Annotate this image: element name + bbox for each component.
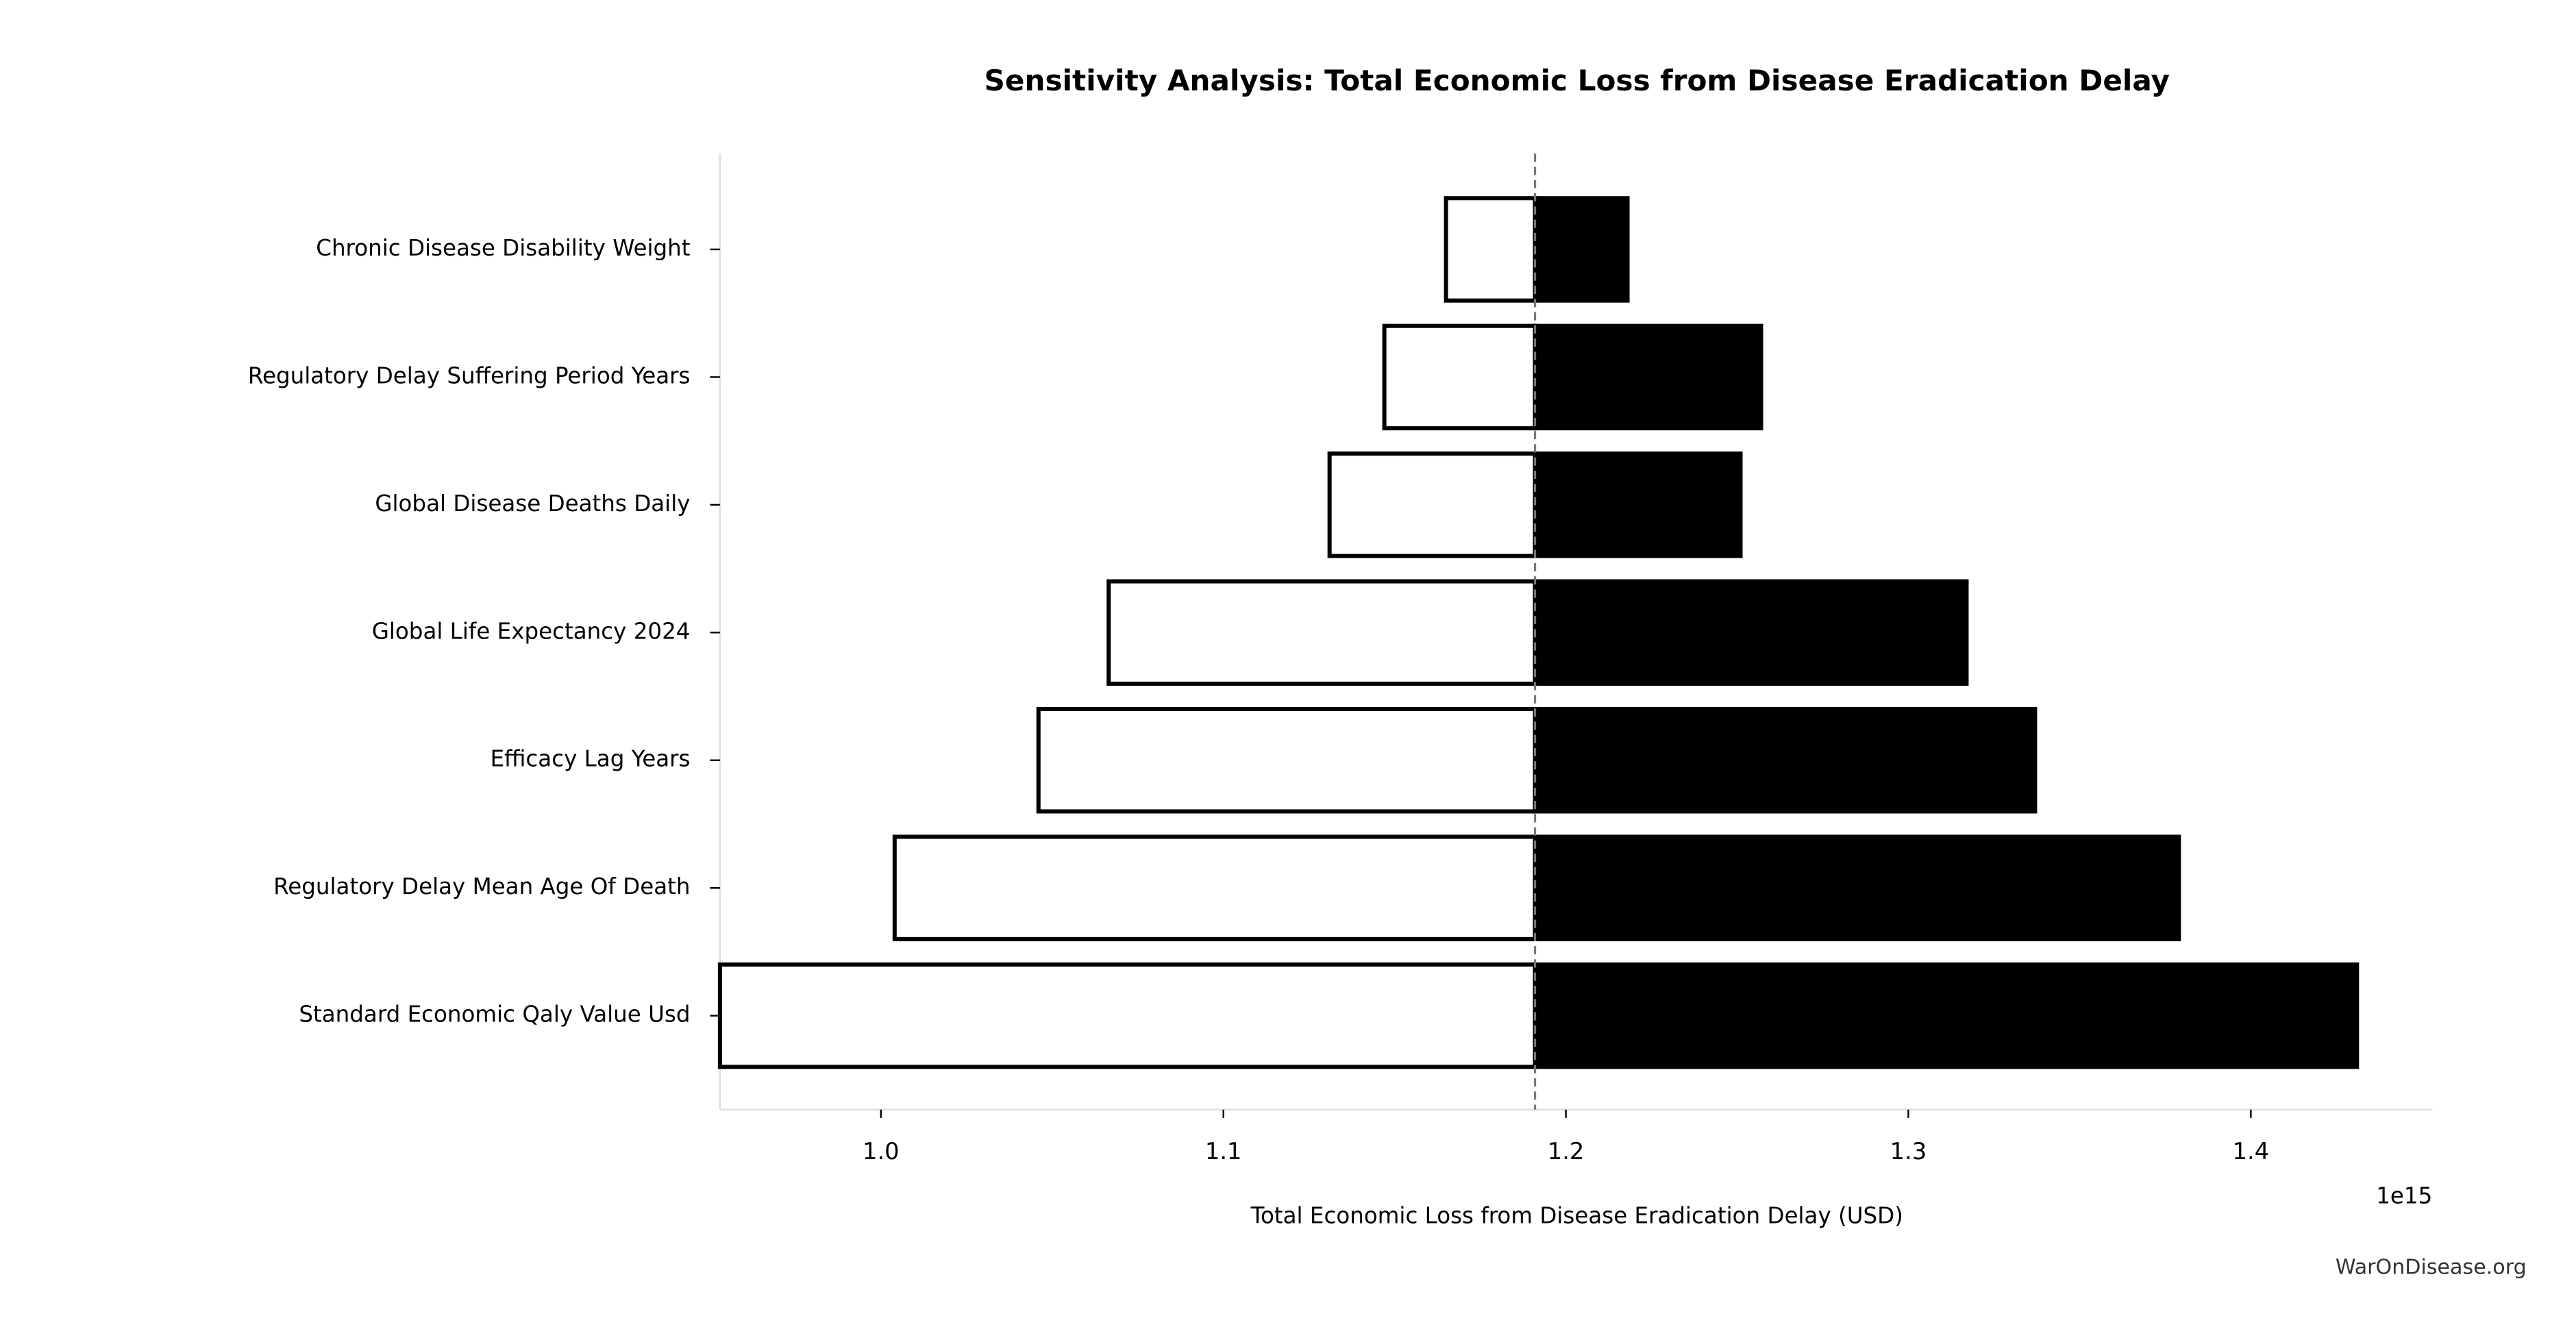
x-axis-label: Total Economic Loss from Disease Eradica… (1250, 1202, 1903, 1228)
bar (717, 962, 1537, 1069)
bar (1382, 323, 1537, 431)
bar (892, 834, 1537, 941)
chart-title: Sensitivity Analysis: Total Economic Los… (984, 64, 2170, 97)
y-tick-label: Chronic Disease Disability Weight (316, 235, 690, 261)
bar (1533, 706, 2038, 814)
offset-label: 1e15 (2376, 1182, 2432, 1208)
y-tick-label: Standard Economic Qaly Value Usd (299, 1002, 690, 1028)
bar (1533, 834, 2181, 941)
bar (1327, 451, 1537, 558)
x-tick-label: 1.1 (1205, 1138, 1242, 1165)
bar (1036, 706, 1537, 814)
x-tick-label: 1.4 (2233, 1138, 2270, 1165)
x-tick-label: 1.0 (863, 1138, 900, 1165)
watermark: WarOnDisease.org (2336, 1256, 2527, 1280)
x-tick-label: 1.3 (1890, 1138, 1927, 1165)
bar (1533, 323, 1763, 431)
y-tick-label: Global Disease Deaths Daily (375, 491, 690, 517)
bar (1533, 962, 2360, 1069)
bar (1533, 196, 1630, 303)
y-tick-label: Regulatory Delay Suffering Period Years (248, 362, 691, 388)
y-tick-label: Global Life Expectancy 2024 (372, 618, 691, 644)
bar (1533, 579, 1969, 686)
y-tick-label: Regulatory Delay Mean Age Of Death (273, 873, 690, 899)
bar (1444, 196, 1537, 303)
y-tick-label: Efficacy Lag Years (490, 746, 690, 772)
bar (1533, 451, 1743, 558)
bar (1106, 579, 1537, 686)
x-tick-label: 1.2 (1548, 1138, 1585, 1165)
